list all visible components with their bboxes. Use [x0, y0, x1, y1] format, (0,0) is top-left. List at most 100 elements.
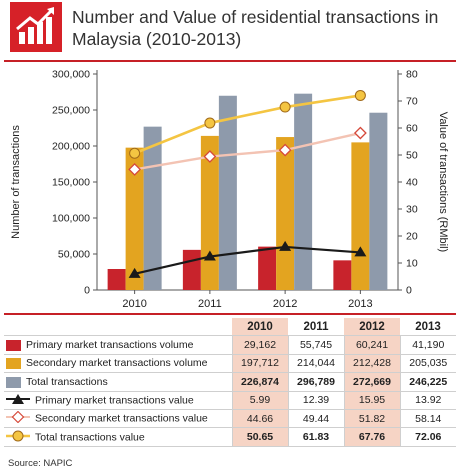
primary-volume-bar	[258, 246, 277, 290]
legend-swatch	[6, 376, 21, 388]
left-tick-label: 250,000	[52, 105, 90, 117]
table-cell: 226,874	[231, 372, 288, 392]
legend-swatch	[6, 358, 21, 370]
left-tick-label: 300,000	[52, 69, 90, 81]
right-tick-label: 30	[406, 204, 418, 216]
table-cell: 13.92	[399, 391, 456, 410]
table-row: Secondary market transactions volume 197,…	[4, 354, 456, 374]
table-header-year: 2012	[344, 318, 400, 337]
table-cell: 41,190	[399, 335, 456, 355]
table-cell: 67.76	[343, 427, 400, 447]
total-transactions-bar	[369, 112, 388, 290]
table-cell: 5.99	[231, 391, 288, 410]
total-transactions-bar	[143, 126, 162, 290]
row-label: Primary market transactions volume	[26, 339, 194, 352]
row-label: Total transactions value	[35, 430, 145, 443]
right-tick-label: 70	[406, 96, 418, 108]
primary-volume-bar	[107, 269, 126, 290]
total-transactions-bar	[294, 93, 313, 291]
secondary-value-point	[278, 143, 292, 157]
primary-value-point	[354, 246, 367, 257]
total-value-point	[129, 147, 141, 159]
left-tick-label: 0	[84, 285, 90, 297]
primary-value-line	[134, 245, 361, 275]
table-row: Primary market transactions volume 29,162…	[4, 335, 456, 355]
source-note: Source: NAPIC	[8, 458, 73, 469]
row-label: Total transactions	[26, 375, 108, 388]
primary-value-point	[279, 240, 292, 251]
diamond-marker-icon	[6, 410, 30, 426]
right-tick-label: 0	[406, 285, 412, 297]
table-cell: 50.65	[231, 427, 288, 447]
primary-value-point	[203, 250, 216, 261]
table-cell: 197,712	[231, 354, 288, 374]
table-cell: 205,035	[399, 354, 456, 374]
row-label-cell: Primary market transactions value	[4, 391, 232, 410]
secondary-volume-bar	[276, 137, 295, 290]
row-label-cell: Total transactions value	[4, 427, 232, 447]
table-cell: 246,225	[399, 372, 456, 392]
table-cell: 60,241	[343, 335, 400, 355]
table-header-year: 2013	[400, 318, 456, 337]
left-tick-label: 100,000	[52, 213, 90, 225]
secondary-value-point	[353, 126, 367, 140]
row-label-cell: Secondary market transactions volume	[4, 354, 232, 374]
table-header-row: 2010 2011 2012 2013	[4, 318, 456, 337]
right-tick-label: 50	[406, 150, 418, 162]
table-cell: 44.66	[231, 409, 288, 429]
table-cell: 72.06	[399, 427, 456, 447]
primary-volume-bar	[333, 260, 352, 290]
header: Number and Value of residential transact…	[0, 0, 460, 58]
chart-title: Number and Value of residential transact…	[72, 7, 439, 49]
row-label: Secondary market transactions volume	[26, 357, 208, 370]
row-label: Primary market transactions value	[35, 394, 194, 407]
secondary-volume-bar	[200, 135, 219, 290]
table-cell: 51.82	[343, 409, 400, 429]
data-table: 2010 2011 2012 2013 Primary market transact…	[4, 318, 456, 447]
right-tick-label: 80	[406, 69, 418, 81]
x-tick-label: 2011	[198, 298, 222, 310]
combo-chart: 0 50,000 100,000 150,000 200,000 250,000 300,0…	[10, 69, 449, 311]
left-tick-label: 50,000	[58, 249, 90, 261]
table-body: Primary market transactions volume 29,162…	[4, 335, 456, 447]
table-cell: 29,162	[231, 335, 288, 355]
x-tick-label: 2013	[348, 298, 372, 310]
total-transactions-bar	[218, 95, 237, 290]
secondary-value-point	[128, 162, 142, 176]
table-row: Total transactions 226,874 296,789 272,669 2…	[4, 372, 456, 392]
table-header-year: 2011	[288, 318, 344, 337]
right-tick-label: 10	[406, 258, 418, 270]
y-axis-title: Number of transactions	[10, 125, 22, 239]
table-row: Secondary market transactions value 44.66…	[4, 409, 456, 429]
x-tick-label: 2010	[122, 298, 146, 310]
triangle-marker-icon	[6, 393, 30, 408]
table-cell: 296,789	[287, 372, 344, 392]
right-tick-label: 60	[406, 123, 418, 135]
table-cell: 61.83	[287, 427, 344, 447]
total-value-point	[279, 101, 291, 113]
table-cell: 55,745	[287, 335, 344, 355]
table-row: Total transactions value 50.65 61.83 67.76 7…	[4, 427, 456, 447]
table-divider	[4, 313, 456, 315]
row-label: Secondary market transactions value	[35, 412, 208, 425]
total-value-line	[134, 94, 361, 155]
table-row: Primary market transactions value 5.99 12.…	[4, 391, 456, 410]
secondary-volume-bar	[125, 147, 144, 290]
primary-volume-bar	[182, 249, 201, 290]
y2-axis-title: Value of transactions (RMbil)	[437, 112, 449, 252]
table-cell: 214,044	[287, 354, 344, 374]
table-cell: 49.44	[287, 409, 344, 429]
table-header-blank	[4, 318, 232, 337]
circle-marker-icon	[6, 430, 30, 445]
secondary-volume-bar	[351, 142, 370, 290]
table-cell: 272,669	[343, 372, 400, 392]
row-label-cell: Secondary market transactions value	[4, 409, 232, 429]
table-cell: 15.95	[343, 391, 400, 410]
legend-swatch	[6, 339, 21, 351]
secondary-value-line	[134, 131, 361, 171]
right-tick-label: 40	[406, 177, 418, 189]
total-value-point	[354, 89, 366, 101]
left-tick-label: 200,000	[52, 141, 90, 153]
row-label-cell: Primary market transactions volume	[4, 335, 232, 355]
header-divider	[4, 60, 456, 62]
